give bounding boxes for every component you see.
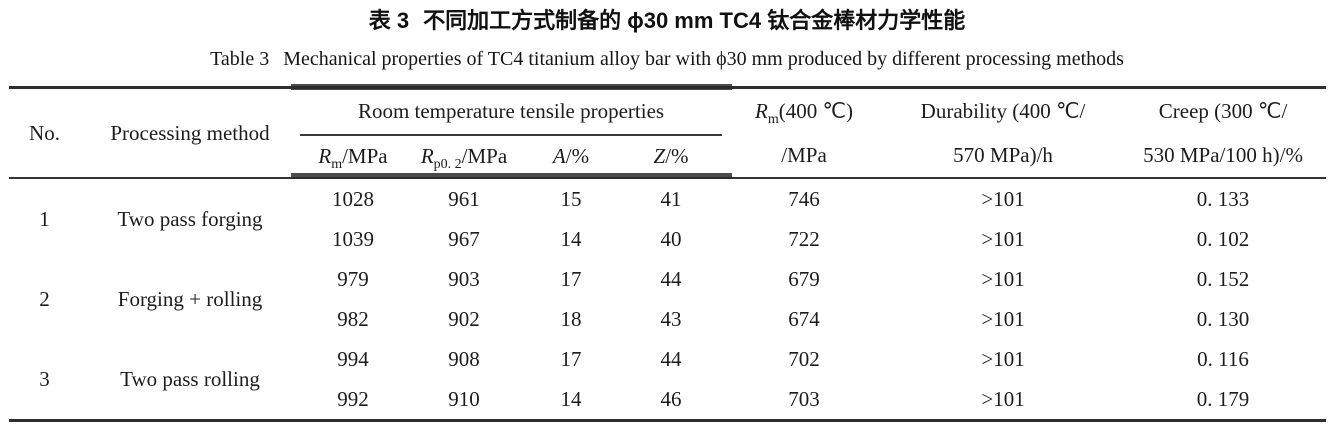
table-row: 992 910 14 46 703 >101 0. 179	[9, 379, 1326, 421]
table-cell: 0. 152	[1196, 266, 1250, 291]
col-group-room-temp-tensile: Room temperature tensile properties	[300, 87, 723, 136]
table-cell: 982	[337, 306, 369, 331]
table-cell: 994	[337, 346, 369, 371]
z-symbol: Z	[653, 143, 666, 168]
table-cell: >101	[981, 266, 1025, 291]
table-cell: 908	[448, 346, 480, 371]
table-cell: 43	[660, 306, 682, 331]
caption-english: Table 3 Mechanical properties of TC4 tita…	[0, 46, 1334, 72]
table-cell: 746	[788, 186, 820, 211]
table-cell: 44	[660, 266, 682, 291]
scan-artifact-header-rule	[291, 173, 732, 179]
table-cell: 41	[660, 186, 682, 211]
col-header-reduction: Z/%	[620, 135, 722, 178]
rm-400c-subscript: m	[767, 112, 779, 128]
rp02-unit: /MPa	[461, 143, 508, 168]
table-cell: >101	[981, 386, 1025, 411]
cell-group-no: 2	[39, 286, 50, 311]
table-cell: 0. 102	[1196, 226, 1250, 251]
col-header-processing-method: Processing method	[110, 120, 270, 145]
table-cell: 967	[448, 226, 480, 251]
caption-en-text: Mechanical properties of TC4 titanium al…	[283, 48, 1124, 70]
cell-group-no: 1	[39, 206, 50, 231]
rp02-subscript: p0. 2	[433, 156, 462, 172]
cell-processing-method: Two pass rolling	[120, 366, 260, 391]
table-row: 2 Forging + rolling 979 903 17 44 679 >1…	[9, 259, 1326, 311]
table-cell: 1039	[332, 226, 374, 251]
a-unit: /%	[565, 143, 590, 168]
durability-line2: 570 MPa)/h	[953, 143, 1053, 167]
table-cell: 0. 116	[1197, 346, 1249, 371]
mechanical-properties-table: No. Processing method Room temperature t…	[9, 86, 1327, 422]
col-header-rm-400c: Rm(400 ℃) /MPa	[722, 88, 886, 179]
rm-400c-symbol: R	[755, 99, 768, 123]
col-header-creep: Creep (300 ℃/ 530 MPa/100 h)/%	[1120, 88, 1326, 179]
table-body: 1 Two pass forging 1028 961 15 41 746 >1…	[9, 178, 1326, 421]
table-cell: 992	[337, 386, 369, 411]
col-header-no: No.	[29, 120, 60, 145]
table-cell: 702	[788, 346, 820, 371]
col-header-rp02: Rp0. 2/MPa	[406, 135, 522, 178]
header-row-sub: Rm/MPa Rp0. 2/MPa A/% Z/%	[9, 135, 1326, 178]
table-cell: 961	[448, 186, 480, 211]
table-cell: 910	[448, 386, 480, 411]
table-cell: 1028	[332, 186, 374, 211]
table-cell: 0. 179	[1196, 386, 1250, 411]
rm-400c-line1: Rm(400 ℃)	[722, 89, 886, 133]
table-cell: 46	[660, 386, 682, 411]
table-row: 1039 967 14 40 722 >101 0. 102	[9, 219, 1326, 259]
table-cell: 17	[560, 266, 582, 291]
col-header-elongation: A/%	[522, 135, 620, 178]
table-cell: 979	[337, 266, 369, 291]
table-row: 982 902 18 43 674 >101 0. 130	[9, 299, 1326, 339]
scan-artifact-top-rule	[291, 84, 732, 90]
caption-zh-label: 表 3	[368, 8, 410, 33]
a-symbol: A	[552, 143, 566, 168]
table-cell: 902	[448, 306, 480, 331]
table-cell: 14	[560, 386, 582, 411]
creep-line1: Creep (300 ℃/	[1158, 99, 1288, 123]
col-header-rm: Rm/MPa	[300, 135, 406, 178]
z-unit: /%	[665, 143, 689, 168]
table-cell: 703	[788, 386, 820, 411]
cell-processing-method: Forging + rolling	[117, 286, 263, 311]
table-cell: 17	[560, 346, 582, 371]
table-cell: 14	[560, 226, 582, 251]
caption-zh-text: 不同加工方式制备的 ϕ30 mm TC4 钛合金棒材力学性能	[423, 8, 966, 33]
table-cell: 674	[788, 306, 820, 331]
table-cell: 0. 133	[1196, 186, 1250, 211]
table-row: 3 Two pass rolling 994 908 17 44 702 >10…	[9, 339, 1326, 391]
rm-unit: /MPa	[342, 143, 388, 168]
cell-group-no: 3	[39, 366, 50, 391]
table-cell: 18	[560, 306, 582, 331]
table-cell: >101	[981, 186, 1025, 211]
table-cell: 40	[660, 226, 682, 251]
rm-400c-line2: /MPa	[781, 143, 827, 167]
table-header: No. Processing method Room temperature t…	[9, 87, 1327, 178]
table-cell: 722	[788, 226, 820, 251]
table-cell: 44	[660, 346, 682, 371]
table-row: 1 Two pass forging 1028 961 15 41 746 >1…	[9, 178, 1326, 231]
rm-400c-unit-note: (400 ℃)	[778, 99, 854, 123]
table-cell: >101	[981, 346, 1025, 371]
durability-line1: Durability (400 ℃/	[920, 99, 1086, 123]
table-wrap: No. Processing method Room temperature t…	[9, 84, 1327, 422]
rp02-symbol: R	[420, 143, 434, 168]
header-row-top: No. Processing method Room temperature t…	[9, 87, 1326, 167]
col-header-durability: Durability (400 ℃/ 570 MPa)/h	[886, 88, 1120, 179]
rm-subscript: m	[331, 156, 343, 172]
caption-chinese: 表 3 不同加工方式制备的 ϕ30 mm TC4 钛合金棒材力学性能	[0, 0, 1334, 35]
creep-line2: 530 MPa/100 h)/%	[1143, 143, 1303, 167]
caption-en-label: Table 3	[210, 48, 270, 70]
rm-symbol: R	[318, 143, 332, 168]
table-cell: 679	[788, 266, 820, 291]
table-cell: 903	[448, 266, 480, 291]
table-cell: >101	[981, 226, 1025, 251]
table-cell: 15	[560, 186, 582, 211]
table-cell: 0. 130	[1196, 306, 1250, 331]
cell-processing-method: Two pass forging	[117, 206, 263, 231]
table-cell: >101	[981, 306, 1025, 331]
